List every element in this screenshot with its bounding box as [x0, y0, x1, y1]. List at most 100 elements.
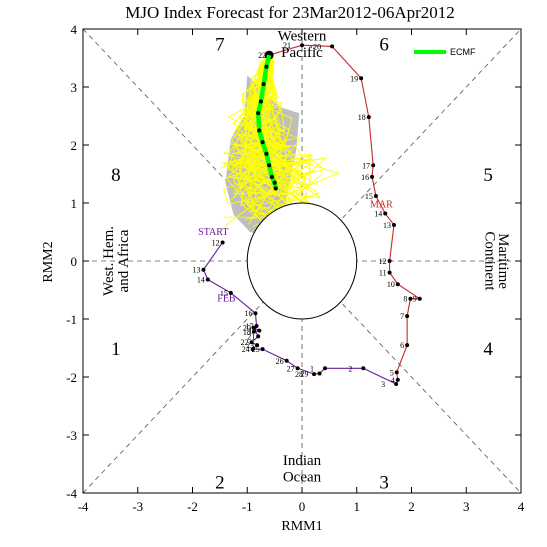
- track-point: [256, 334, 261, 339]
- track-point: [284, 358, 289, 363]
- track-point: [330, 44, 335, 49]
- track-point: [383, 211, 388, 216]
- y-tick-label: 0: [71, 254, 78, 269]
- track-point: [251, 325, 256, 330]
- forecast-point: [256, 111, 261, 116]
- legend-label: ECMF: [450, 47, 476, 57]
- day-label: 9: [413, 295, 417, 304]
- ensemble-member-line: [233, 52, 314, 218]
- ensemble-member-line: [225, 53, 310, 227]
- region-label-maritime-continent: Maritime: [495, 233, 511, 289]
- month-label-feb: FEB: [217, 294, 236, 305]
- track-point: [257, 328, 262, 333]
- phase-number-1: 1: [111, 339, 121, 360]
- x-tick-label: 4: [518, 499, 525, 514]
- day-label: 19: [248, 327, 256, 336]
- day-label: 18: [358, 113, 366, 122]
- day-label: 15: [220, 289, 228, 298]
- day-label: 26: [276, 357, 284, 366]
- day-label: 13: [383, 221, 391, 230]
- day-label: 20: [313, 42, 321, 51]
- forecast-point: [257, 128, 262, 133]
- day-label: 16: [361, 173, 369, 182]
- phase-number-4: 4: [483, 339, 493, 360]
- forecast-point: [261, 82, 266, 87]
- day-label: 7: [400, 312, 404, 321]
- unit-circle: [246, 202, 358, 320]
- day-label: 27: [287, 364, 295, 373]
- y-tick-label: 2: [71, 138, 78, 153]
- day-label: 6: [400, 341, 404, 350]
- x-axis-label: RMM1: [281, 519, 322, 534]
- region-label-western-pacific: Pacific: [281, 45, 323, 61]
- day-label: 19: [350, 74, 358, 83]
- day-label: 17: [362, 161, 370, 170]
- track-point: [387, 259, 392, 263]
- x-tick-label: -2: [187, 499, 198, 514]
- day-label: 12: [212, 238, 220, 247]
- track-point: [394, 370, 399, 375]
- region-label-west-hem: West. Hem.: [101, 226, 117, 296]
- phase-number-6: 6: [379, 35, 389, 56]
- day-label: 21: [283, 41, 291, 50]
- track-point: [405, 314, 410, 319]
- mar-track-line: [268, 44, 422, 385]
- x-tick-label: 3: [463, 499, 470, 514]
- ensemble-member-line: [247, 54, 296, 225]
- day-label: 29: [301, 370, 309, 379]
- day-label: 15: [365, 192, 373, 201]
- day-label: 23: [246, 341, 254, 350]
- day-label: 24: [242, 345, 250, 354]
- track-point: [249, 340, 254, 345]
- track-point: [394, 381, 399, 386]
- track-point: [253, 311, 258, 316]
- forecast-point: [260, 140, 265, 145]
- phase-number-7: 7: [215, 35, 225, 56]
- x-tick-label: 1: [354, 499, 361, 514]
- track-point: [371, 163, 376, 168]
- track-point: [260, 347, 265, 352]
- day-label: 17: [246, 322, 254, 331]
- forecast-point: [272, 180, 277, 185]
- track-point: [395, 377, 400, 382]
- track-point: [250, 347, 255, 352]
- y-tick-label: -2: [66, 370, 77, 385]
- y-tick-label: 1: [71, 196, 78, 211]
- y-tick-label: 4: [71, 22, 78, 37]
- day-label: 3: [381, 380, 385, 389]
- track-point: [359, 76, 364, 81]
- phase-number-3: 3: [379, 472, 389, 493]
- month-label-start: START: [198, 227, 228, 238]
- track-point: [366, 115, 371, 120]
- x-tick-label: -3: [132, 499, 143, 514]
- forecast-point: [267, 163, 272, 168]
- day-label: 20: [243, 324, 251, 333]
- forecast-point: [258, 99, 263, 104]
- day-label: 22: [258, 51, 266, 60]
- month-label-mar: MAR: [370, 200, 393, 211]
- day-label: 18: [243, 328, 251, 337]
- region-label-indian-ocean: Ocean: [283, 469, 322, 485]
- y-tick-label: -4: [66, 486, 77, 501]
- region-label-maritime-continent: Continent: [481, 231, 497, 291]
- x-tick-label: 2: [408, 499, 415, 514]
- day-label: 14: [374, 209, 382, 218]
- phase-number-5: 5: [483, 165, 493, 186]
- track-point: [322, 366, 327, 371]
- forecast-point: [264, 151, 269, 156]
- region-label-western-pacific: Western: [278, 29, 327, 45]
- forecast-point: [273, 186, 278, 191]
- track-point: [391, 223, 396, 228]
- day-label: 8: [403, 295, 407, 304]
- day-label: 16: [244, 309, 252, 318]
- track-point: [408, 296, 413, 301]
- track-point: [295, 366, 300, 371]
- day-label: 5: [390, 368, 394, 377]
- day-label: 14: [197, 276, 205, 285]
- forecast-point: [269, 174, 274, 179]
- region-label-west-hem: and Africa: [116, 229, 132, 292]
- day-label: 28: [295, 370, 303, 379]
- x-tick-label: -1: [242, 499, 253, 514]
- y-tick-label: -1: [66, 312, 77, 327]
